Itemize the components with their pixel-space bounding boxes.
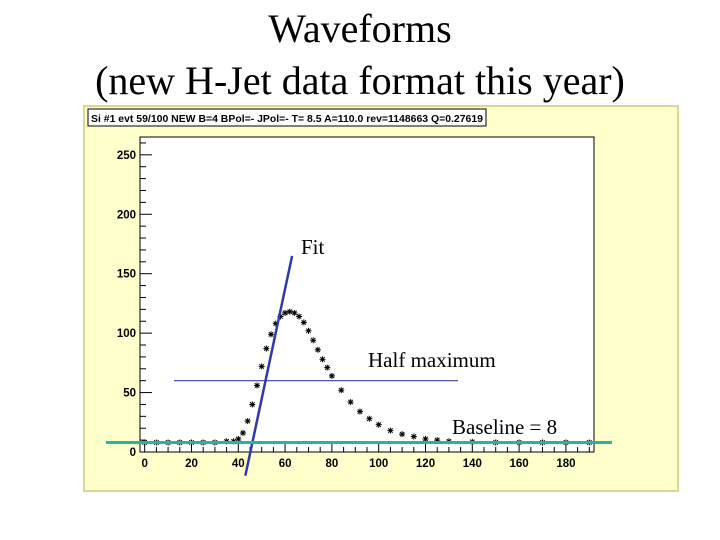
data-point: [319, 356, 326, 363]
fit-line: [244, 255, 294, 477]
data-point: [387, 427, 394, 434]
data-point: [324, 364, 331, 371]
data-point: [375, 421, 382, 428]
data-point: [356, 408, 363, 415]
data-point: [249, 401, 256, 408]
data-point: [254, 382, 261, 389]
y-tick-label: 150: [117, 269, 136, 281]
data-point: [399, 431, 406, 438]
y-tick-label: 100: [117, 328, 136, 340]
x-tick-label: 60: [279, 458, 292, 470]
data-point: [422, 435, 429, 442]
data-point: [258, 363, 265, 370]
y-tick-label: 250: [117, 150, 136, 162]
y-tick-label: 50: [123, 388, 136, 400]
data-point: [244, 418, 251, 425]
data-point: [268, 331, 275, 338]
data-point: [296, 313, 303, 320]
y-tick-label: 0: [130, 447, 136, 459]
data-point: [263, 345, 270, 352]
x-tick-label: 100: [369, 458, 388, 470]
half-maximum-label: Half maximum: [368, 348, 496, 372]
x-tick-label: 180: [556, 458, 575, 470]
fit-label: Fit: [301, 235, 325, 259]
data-point: [410, 433, 417, 440]
chart-title: Si #1 evt 59/100 NEW B=4 BPol=- JPol=- T…: [91, 113, 483, 125]
data-point: [328, 372, 335, 379]
slide-title-line-2: (new H-Jet data format this year): [95, 58, 625, 103]
data-point: [235, 435, 242, 442]
data-point: [314, 346, 321, 353]
data-point: [347, 399, 354, 406]
data-point: [338, 387, 345, 394]
plot-area: [139, 136, 595, 453]
slide-title-line-1: Waveforms: [268, 6, 452, 51]
data-point: [239, 429, 246, 436]
chart-title-box: [87, 108, 487, 127]
x-tick-label: 160: [510, 458, 529, 470]
x-tick-label: 140: [463, 458, 482, 470]
x-tick-label: 0: [141, 458, 147, 470]
data-point: [282, 309, 289, 316]
x-tick-label: 20: [185, 458, 198, 470]
data-point: [300, 319, 307, 326]
data-point: [291, 309, 298, 316]
baseline-label: Baseline = 8: [452, 415, 558, 439]
x-tick-label: 40: [232, 458, 245, 470]
x-tick-label: 80: [325, 458, 338, 470]
x-tick-label: 120: [416, 458, 435, 470]
y-tick-label: 200: [117, 209, 136, 221]
data-point: [366, 415, 373, 422]
data-point: [305, 327, 312, 334]
data-point: [310, 337, 317, 344]
data-point: [286, 308, 293, 315]
